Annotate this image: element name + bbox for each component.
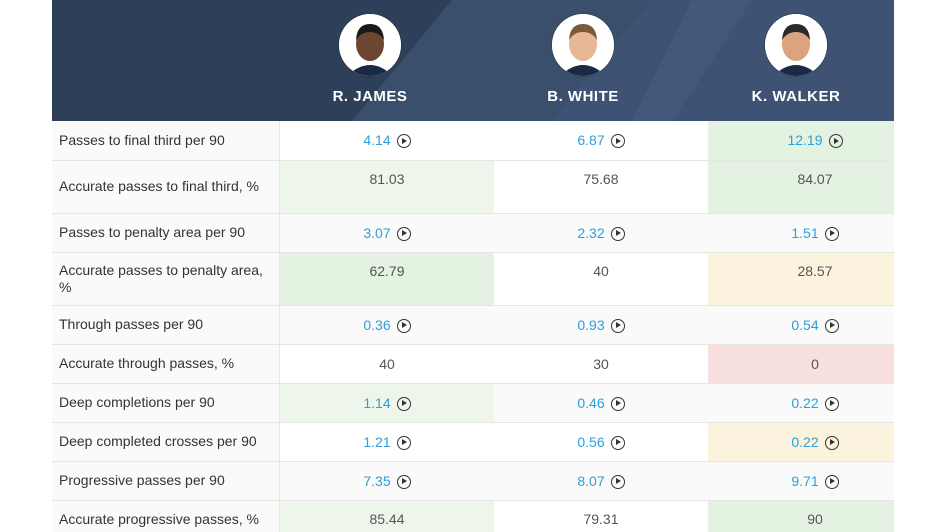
stat-value-link[interactable]: 0.46 <box>577 394 605 411</box>
stat-value-cell: 0.46 <box>494 383 708 423</box>
play-circle-icon[interactable] <box>610 474 625 489</box>
stat-value-cell: 75.68 <box>494 160 708 214</box>
stat-value-link[interactable]: 0.22 <box>791 433 819 450</box>
stat-value-cell: 28.57 <box>708 252 894 306</box>
stat-label: Progressive passes per 90 <box>52 461 280 501</box>
stat-value-cell: 62.79 <box>279 252 494 306</box>
stat-label: Accurate passes to final third, % <box>52 160 280 214</box>
stat-value-cell: 9.71 <box>708 461 894 501</box>
stat-value-cell: 3.07 <box>279 213 494 253</box>
stat-value-cell: 40 <box>494 252 708 306</box>
stat-value-link[interactable]: 1.21 <box>363 433 391 450</box>
table-row: Progressive passes per 90 7.35 8.07 9.71 <box>52 461 894 501</box>
play-circle-icon[interactable] <box>824 435 839 450</box>
stat-value-cell: 1.14 <box>279 383 494 423</box>
stat-label: Accurate through passes, % <box>52 344 280 384</box>
table-row: Accurate progressive passes, % 85.44 79.31… <box>52 500 894 532</box>
stat-value-link[interactable]: 0.56 <box>577 433 605 450</box>
table-row: Passes to final third per 90 4.14 6.87 12.1… <box>52 121 894 161</box>
stat-value-link[interactable]: 12.19 <box>787 132 823 149</box>
player-avatar <box>552 14 614 76</box>
table-row: Accurate through passes, % 40 30 0 <box>52 344 894 384</box>
stat-value-link[interactable]: 0.36 <box>363 316 391 333</box>
stat-value-cell: 79.31 <box>494 500 708 532</box>
stat-label: Through passes per 90 <box>52 305 280 345</box>
stat-label: Deep completed crosses per 90 <box>52 422 280 462</box>
player-column-header: B. WHITE <box>476 0 690 121</box>
stat-value-link[interactable]: 9.71 <box>791 472 819 489</box>
comparison-card: R. JAMES B. WHITE K. WALKER Passes to fina… <box>52 0 894 532</box>
play-circle-icon[interactable] <box>824 318 839 333</box>
stat-value-link[interactable]: 8.07 <box>577 472 605 489</box>
play-circle-icon[interactable] <box>396 134 411 149</box>
stat-value-cell: 30 <box>494 344 708 384</box>
stat-value-cell: 84.07 <box>708 160 894 214</box>
stat-value-cell: 85.44 <box>279 500 494 532</box>
stats-table: Passes to final third per 90 4.14 6.87 12.1… <box>52 121 894 532</box>
stat-label: Passes to final third per 90 <box>52 121 280 161</box>
stat-value-cell: 81.03 <box>279 160 494 214</box>
stat-value-cell: 0.93 <box>494 305 708 345</box>
stat-value-cell: 90 <box>708 500 894 532</box>
play-circle-icon[interactable] <box>824 396 839 411</box>
stat-value-link[interactable]: 2.32 <box>577 224 605 241</box>
stat-value-cell: 1.51 <box>708 213 894 253</box>
play-circle-icon[interactable] <box>824 226 839 241</box>
stat-value-link[interactable]: 4.14 <box>363 132 391 149</box>
table-row: Passes to penalty area per 90 3.07 2.32 1.5… <box>52 213 894 253</box>
player-column-header: R. JAMES <box>263 0 477 121</box>
play-circle-icon[interactable] <box>396 474 411 489</box>
stat-value-link[interactable]: 0.22 <box>791 394 819 411</box>
play-circle-icon[interactable] <box>396 226 411 241</box>
play-circle-icon[interactable] <box>396 435 411 450</box>
stat-value-cell: 2.32 <box>494 213 708 253</box>
stat-value-cell: 0.54 <box>708 305 894 345</box>
stat-value-link[interactable]: 0.54 <box>791 316 819 333</box>
player-name: B. WHITE <box>547 88 619 105</box>
stat-value-cell: 1.21 <box>279 422 494 462</box>
stat-value-link[interactable]: 3.07 <box>363 224 391 241</box>
table-row: Through passes per 90 0.36 0.93 0.54 <box>52 305 894 345</box>
player-avatar <box>339 14 401 76</box>
player-column-header: K. WALKER <box>689 0 894 121</box>
play-circle-icon[interactable] <box>610 318 625 333</box>
stat-value-cell: 4.14 <box>279 121 494 161</box>
stat-label: Deep completions per 90 <box>52 383 280 423</box>
stat-value-cell: 7.35 <box>279 461 494 501</box>
stat-label: Passes to penalty area per 90 <box>52 213 280 253</box>
play-circle-icon[interactable] <box>610 396 625 411</box>
stat-value-cell: 0.36 <box>279 305 494 345</box>
stat-value-link[interactable]: 1.14 <box>363 394 391 411</box>
play-circle-icon[interactable] <box>610 435 625 450</box>
stat-value-cell: 0 <box>708 344 894 384</box>
play-circle-icon[interactable] <box>824 474 839 489</box>
stat-value-link[interactable]: 1.51 <box>791 224 819 241</box>
play-circle-icon[interactable] <box>610 134 625 149</box>
player-name: R. JAMES <box>332 88 408 105</box>
player-avatar <box>765 14 827 76</box>
stat-value-cell: 8.07 <box>494 461 708 501</box>
players-header: R. JAMES B. WHITE K. WALKER <box>52 0 894 121</box>
play-circle-icon[interactable] <box>828 134 843 149</box>
play-circle-icon[interactable] <box>396 396 411 411</box>
stat-value-link[interactable]: 7.35 <box>363 472 391 489</box>
stat-value-cell: 6.87 <box>494 121 708 161</box>
play-circle-icon[interactable] <box>610 226 625 241</box>
play-circle-icon[interactable] <box>396 318 411 333</box>
table-row: Deep completions per 90 1.14 0.46 0.22 <box>52 383 894 423</box>
stat-value-cell: 0.22 <box>708 422 894 462</box>
stat-label: Accurate progressive passes, % <box>52 500 280 532</box>
stat-value-link[interactable]: 6.87 <box>577 132 605 149</box>
stat-value-cell: 40 <box>279 344 494 384</box>
stat-value-cell: 12.19 <box>708 121 894 161</box>
stat-value-link[interactable]: 0.93 <box>577 316 605 333</box>
table-row: Deep completed crosses per 90 1.21 0.56 0.2… <box>52 422 894 462</box>
table-row: Accurate passes to penalty area, % 62.79 4… <box>52 252 894 306</box>
stat-value-cell: 0.22 <box>708 383 894 423</box>
stat-label: Accurate passes to penalty area, % <box>52 252 280 306</box>
player-name: K. WALKER <box>751 88 841 105</box>
stat-value-cell: 0.56 <box>494 422 708 462</box>
table-row: Accurate passes to final third, % 81.03 75… <box>52 160 894 214</box>
